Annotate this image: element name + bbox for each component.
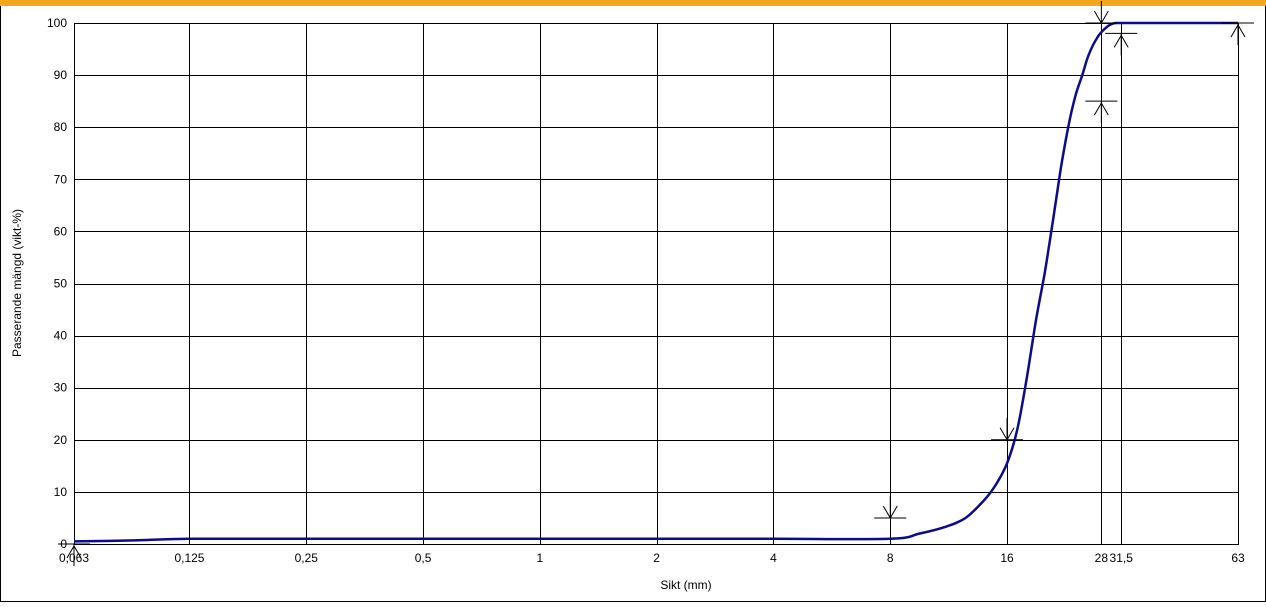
limit-marker-arrowhead (1230, 24, 1246, 38)
plot-border (74, 23, 1239, 545)
y-axis-title: Passerande mängd (vikt-%) (10, 209, 24, 357)
y-tick-label-20: 20 (54, 433, 68, 447)
limit-marker-arrowhead (1093, 102, 1109, 116)
y-tick-label-60: 60 (54, 224, 68, 238)
x-tick-label-3: 0,5 (415, 551, 432, 565)
limit-marker-3 (1085, 100, 1118, 124)
x-tick-label-10: 31,5 (1110, 551, 1134, 565)
limit-marker-2 (991, 417, 1024, 441)
limit-marker-arrowhead (999, 427, 1015, 441)
top-accent-bar (0, 0, 1266, 6)
y-tick-label-80: 80 (54, 120, 68, 134)
x-axis-title: Sikt (mm) (660, 578, 711, 592)
grading-curve-0 (73, 21, 1238, 543)
limit-marker-0 (58, 543, 90, 566)
x-tick-label-11: 63 (1231, 551, 1245, 565)
x-tick-label-0: 0,063 (59, 551, 89, 565)
y-tick-label-70: 70 (54, 172, 68, 186)
y-tick-label-10: 10 (54, 485, 68, 499)
tick-labels: 0 10 20 30 40 50 60 70 80 90 100 0,063 0,125 0,25 0,5 1… (47, 16, 1245, 565)
y-tick-label-30: 30 (54, 381, 68, 395)
y-tick-label-40: 40 (54, 329, 68, 343)
limit-marker-arrowhead (1113, 34, 1129, 48)
limit-marker-4 (1085, 1, 1118, 24)
x-tick-label-7: 8 (887, 551, 894, 565)
limit-marker-1 (874, 495, 907, 519)
y-tick-label-50: 50 (54, 277, 68, 291)
limit-marker-arrowhead (882, 505, 898, 519)
limit-marker-6 (1222, 22, 1254, 45)
limit-marker-arrowhead (1093, 10, 1109, 24)
y-tick-label-0: 0 (60, 537, 67, 551)
x-tick-label-5: 2 (653, 551, 660, 565)
limit-marker-5 (1105, 32, 1138, 56)
x-tick-label-9: 28 (1095, 551, 1109, 565)
limit-marker-arrowhead (66, 545, 82, 559)
x-tick-label-8: 16 (1000, 551, 1014, 565)
x-tick-label-4: 1 (537, 551, 544, 565)
x-tick-label-1: 0,125 (174, 551, 204, 565)
y-tick-label-100: 100 (47, 16, 67, 30)
curve-layer (73, 21, 1238, 543)
x-tick-label-6: 4 (770, 551, 777, 565)
limit-markers (58, 1, 1254, 566)
y-tick-label-90: 90 (54, 68, 68, 82)
x-tick-label-2: 0,25 (295, 551, 319, 565)
